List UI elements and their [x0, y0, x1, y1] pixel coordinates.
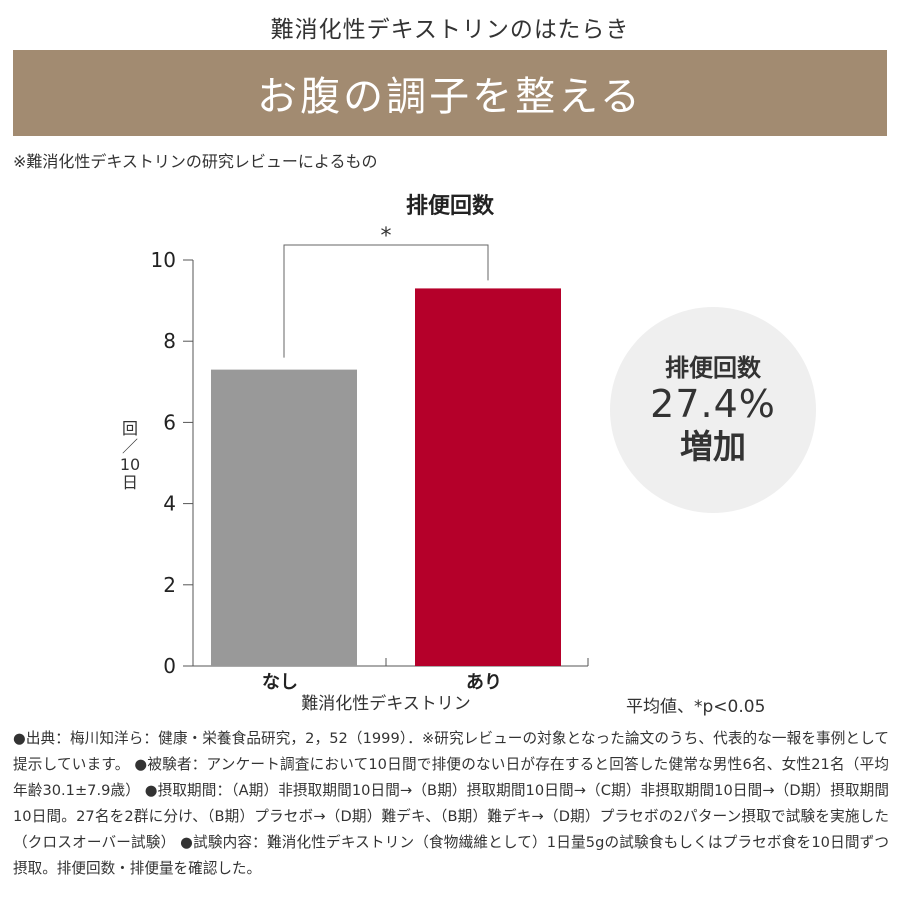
- y-tick-label: 4: [163, 492, 176, 516]
- banner-title: お腹の調子を整える: [13, 50, 887, 136]
- y-axis-label-part: ／: [121, 437, 138, 456]
- source-note: ※難消化性デキストリンの研究レビューによるもの: [13, 152, 378, 171]
- average-note: 平均値、*p<0.05: [626, 697, 766, 717]
- highlight-change: 増加: [680, 427, 746, 467]
- y-axis-label-part: 回: [121, 419, 138, 438]
- bar-1: [211, 369, 357, 666]
- y-tick-label: 2: [163, 573, 176, 597]
- significance-mark: *: [381, 224, 392, 249]
- y-tick-label: 6: [163, 410, 176, 434]
- y-axis-label-part: 10: [119, 455, 141, 474]
- x-axis-label: 難消化性デキストリン: [301, 693, 471, 714]
- bar-2: [415, 288, 561, 666]
- bar-chart: 排便回数 0 2 4 6 8 10 なし あり * 難消化性デキストリン: [151, 193, 589, 714]
- highlight-label: 排便回数: [665, 354, 761, 383]
- chart-title: 排便回数: [406, 193, 495, 219]
- y-axis-label: 回 ／ 10 日: [116, 420, 144, 492]
- y-tick-label: 10: [151, 248, 176, 272]
- highlight-circle: 排便回数 27.4% 増加: [610, 307, 816, 513]
- footnote: ●出典：梅川知洋ら：健康・栄養食品研究，2，52（1999）．※研究レビューの対…: [13, 730, 889, 877]
- y-axis-label-part: 日: [121, 473, 138, 492]
- significance-bracket: [283, 244, 489, 358]
- page-subtitle: 難消化性デキストリンのはたらき: [270, 17, 630, 43]
- y-tick-label: 0: [163, 654, 176, 678]
- highlight-percent: 27.4%: [650, 382, 776, 427]
- x-category-label: なし: [262, 672, 298, 693]
- y-tick-label: 8: [163, 329, 176, 353]
- x-category-label: あり: [466, 672, 502, 693]
